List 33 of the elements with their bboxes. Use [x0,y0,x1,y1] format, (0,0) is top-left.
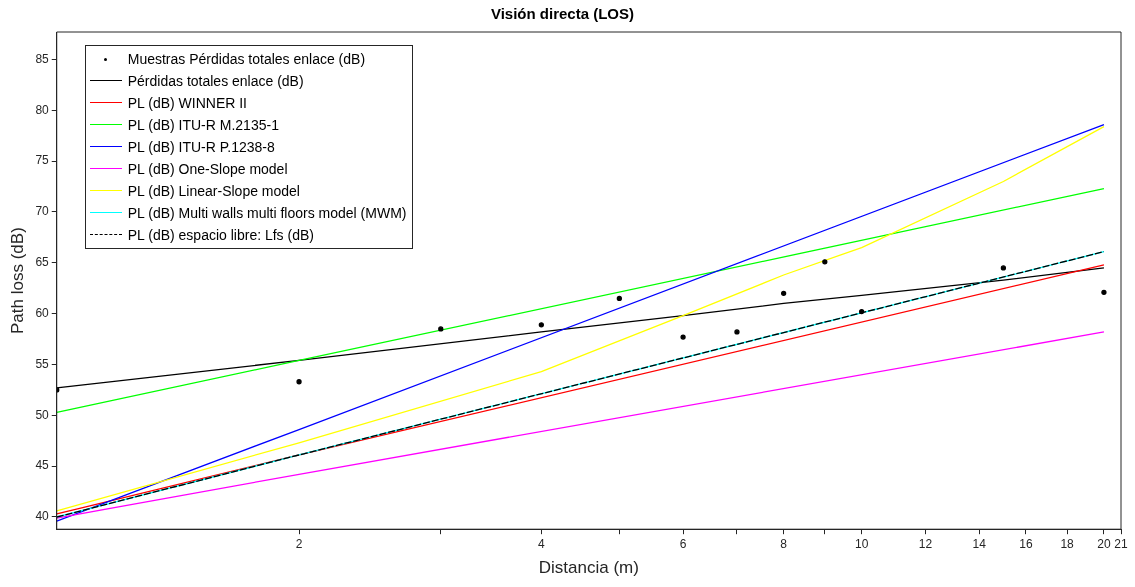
legend-label: PL (dB) espacio libre: Lfs (dB) [127,227,314,243]
x-axis-title: Distancia (m) [538,558,639,578]
x-tick-label: 6 [679,536,687,551]
legend-label: Muestras Pérdidas totales enlace (dB) [127,51,366,67]
legend-label: PL (dB) Linear-Slope model [127,183,300,199]
y-tick-label: 85 [35,51,50,66]
x-tick-label: 4 [538,536,545,551]
y-tick-label: 55 [35,356,50,371]
y-tick-label: 50 [35,407,50,422]
y-tick-label: 45 [35,458,50,473]
y-tick-label: 80 [35,102,50,117]
y-tick-label: 70 [35,204,50,219]
y-tick-label: 40 [35,509,50,524]
y-axis-title: Path loss (dB) [7,227,27,334]
legend-label: PL (dB) ITU-R M.2135-1 [127,117,279,133]
legend-label: PL (dB) WINNER II [127,95,248,111]
x-tick-label: 10 [854,536,869,551]
legend-label: PL (dB) ITU-R P.1238-8 [127,139,275,155]
x-tick-label: 2 [295,536,303,551]
y-tick-label: 75 [35,153,50,168]
legend-label: PL (dB) One-Slope model [127,161,288,177]
x-tick-label: 18 [1060,536,1075,551]
legend-label: PL (dB) Multi walls multi floors model (MWM) [127,205,407,221]
y-tick-label: 60 [35,305,50,320]
x-tick-label: 14 [972,536,987,551]
x-tick-label: 21 [1114,536,1128,551]
x-tick-label: 12 [918,536,933,551]
x-tick-label: 20 [1097,536,1111,551]
y-tick-label: 65 [35,255,50,270]
legend-label: Pérdidas totales enlace (dB) [127,73,304,89]
x-tick-label: 16 [1019,536,1033,551]
chart-title: Visión directa (LOS) [490,5,635,23]
x-tick-label: 8 [780,536,788,551]
